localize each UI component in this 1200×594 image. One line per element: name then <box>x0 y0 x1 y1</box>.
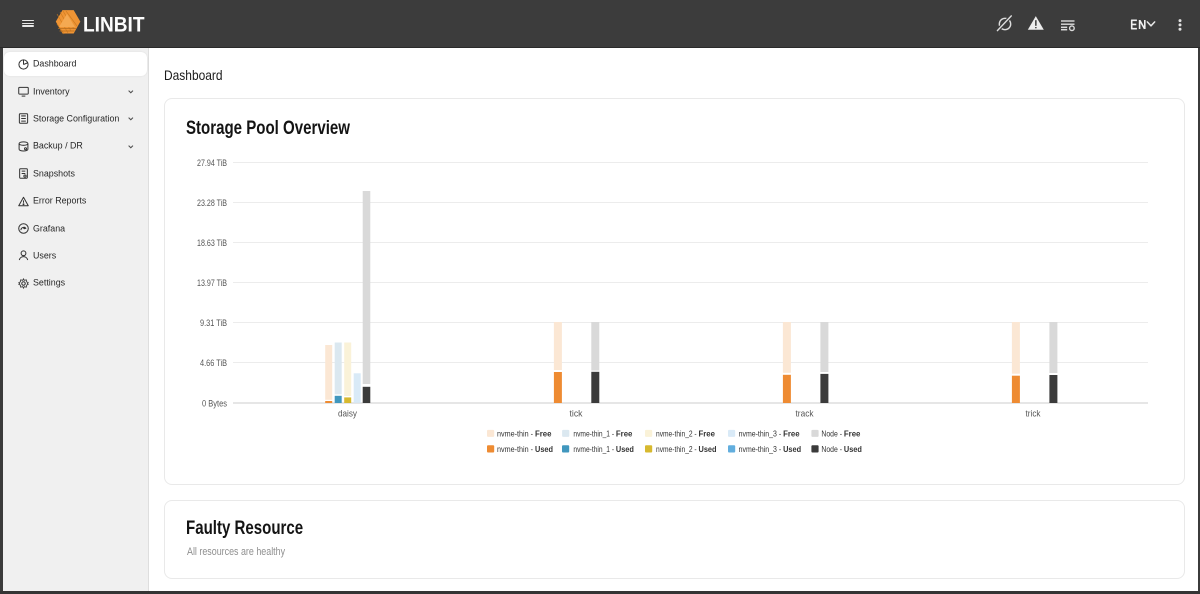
svg-text:13.97 TiB: 13.97 TiB <box>197 278 227 289</box>
svg-text:18.63 TiB: 18.63 TiB <box>197 238 227 249</box>
svg-text:0 Bytes: 0 Bytes <box>202 399 227 410</box>
svg-text:Node - Used: Node - Used <box>821 445 862 454</box>
svg-text:27.94 TiB: 27.94 TiB <box>197 158 227 169</box>
svg-text:daisy: daisy <box>338 409 357 420</box>
svg-text:nvme-thin - Used: nvme-thin - Used <box>497 445 553 454</box>
svg-text:nvme-thin_2 - Free: nvme-thin_2 - Free <box>656 430 715 439</box>
svg-text:tick: tick <box>570 409 583 420</box>
svg-text:4.66 TiB: 4.66 TiB <box>200 358 227 369</box>
svg-text:Node - Free: Node - Free <box>821 430 860 439</box>
svg-text:nvme-thin_3 - Free: nvme-thin_3 - Free <box>739 430 800 439</box>
svg-text:nvme-thin_1 - Free: nvme-thin_1 - Free <box>573 430 632 439</box>
svg-text:nvme-thin - Free: nvme-thin - Free <box>497 430 552 439</box>
svg-text:nvme-thin_1 - Used: nvme-thin_1 - Used <box>573 445 634 454</box>
svg-text:nvme-thin_2 - Used: nvme-thin_2 - Used <box>656 445 717 454</box>
svg-text:nvme-thin_3 - Used: nvme-thin_3 - Used <box>739 445 802 454</box>
svg-text:track: track <box>796 409 814 420</box>
svg-text:23.28 TiB: 23.28 TiB <box>197 198 227 209</box>
svg-text:trick: trick <box>1026 409 1041 420</box>
svg-text:LINBIT: LINBIT <box>83 13 145 37</box>
svg-text:9.31 TiB: 9.31 TiB <box>200 318 227 329</box>
